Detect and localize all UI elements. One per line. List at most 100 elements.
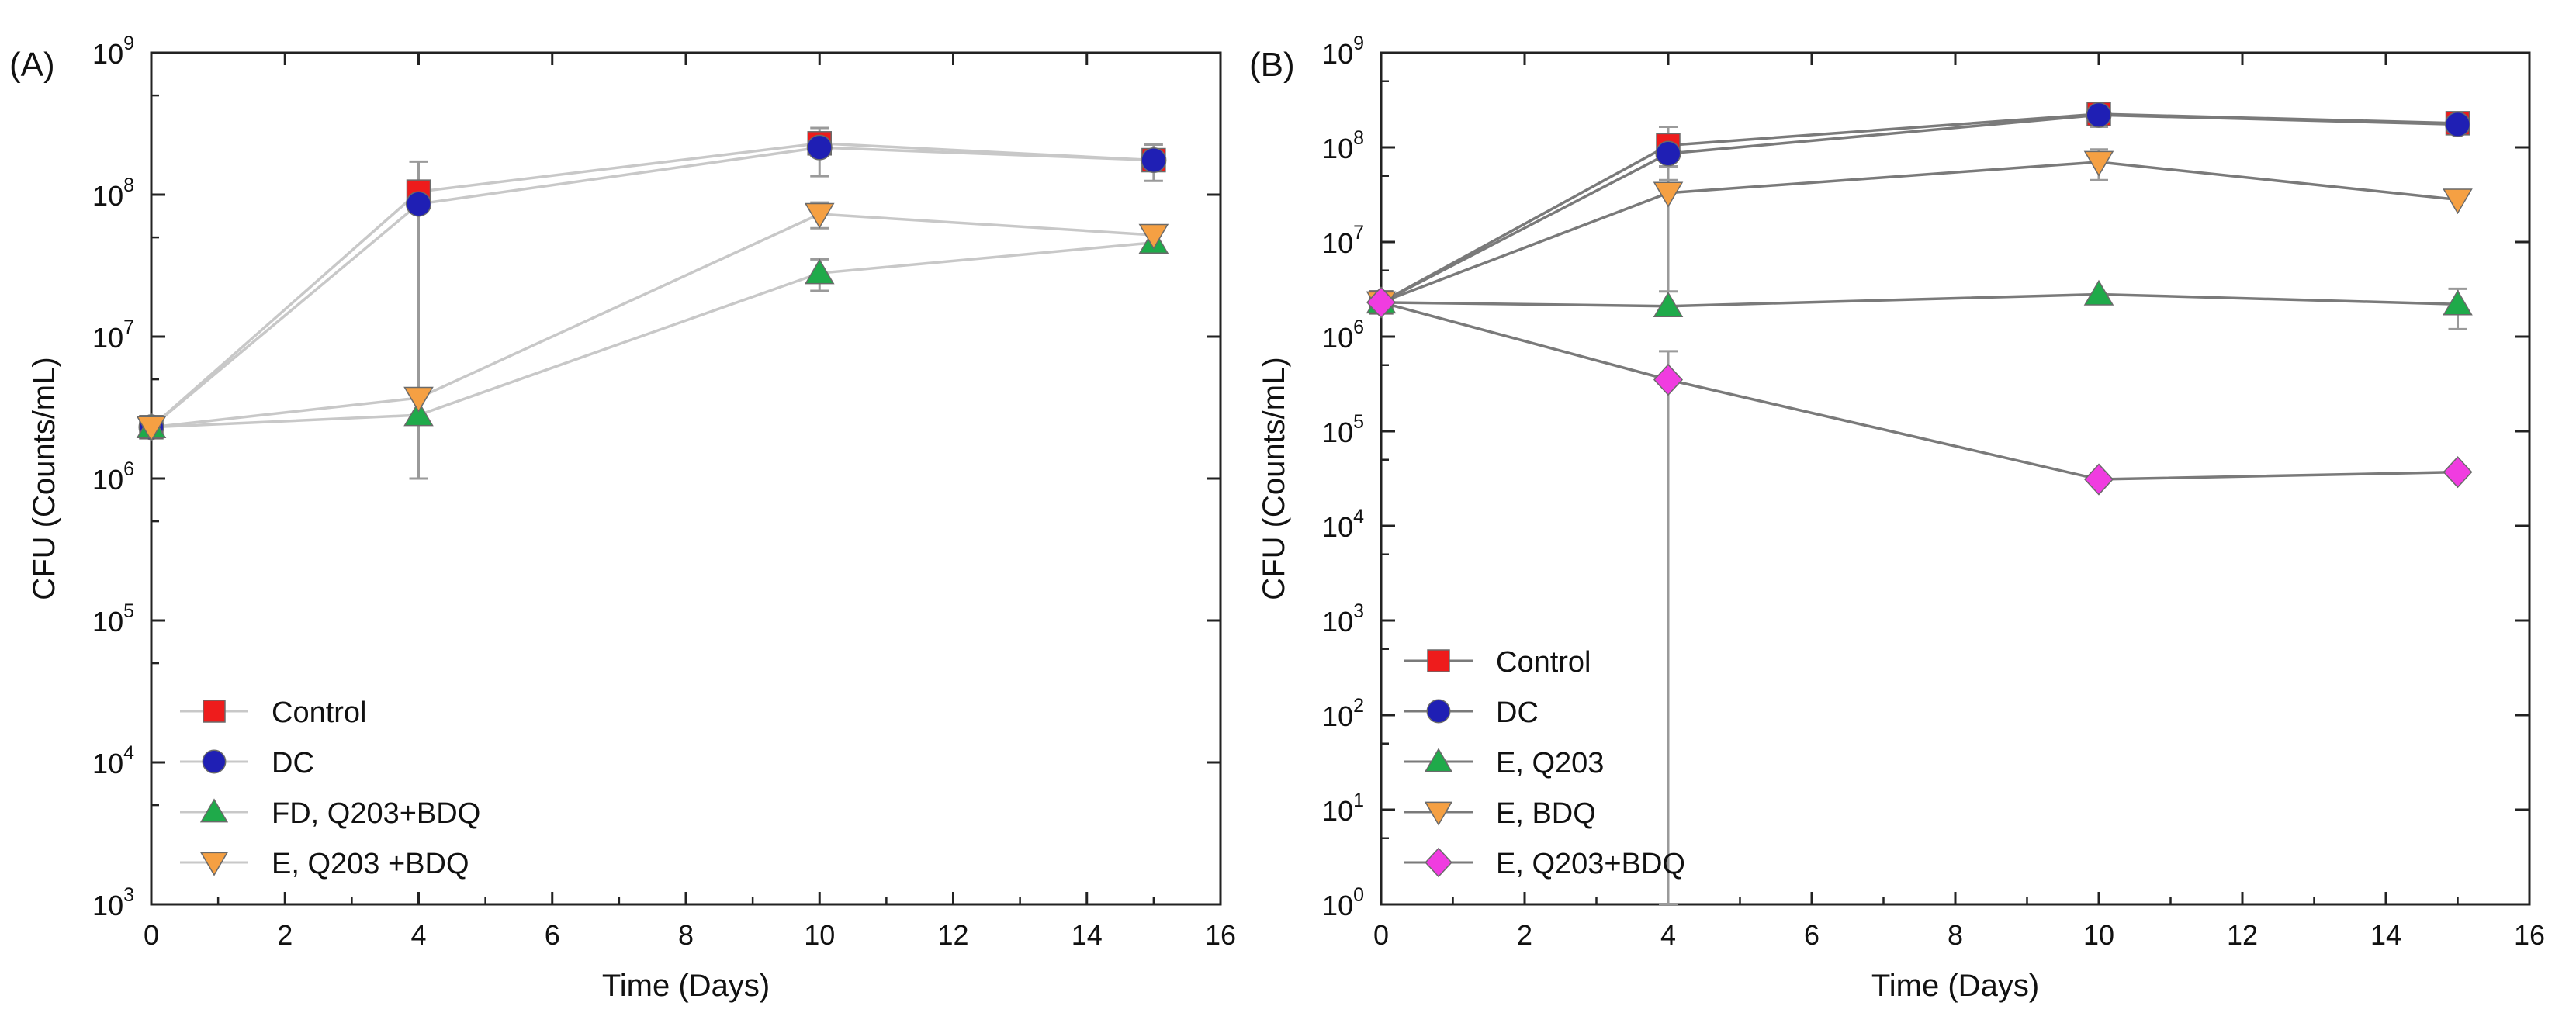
x-tick-label: 16 — [1205, 919, 1236, 951]
series-line-3 — [1380, 161, 2458, 304]
data-point-triangle-down — [1653, 181, 1684, 208]
x-tick-label: 2 — [277, 919, 293, 951]
legend-marker-triangle-up — [199, 798, 229, 823]
x-tick-label: 6 — [1804, 919, 1819, 951]
y-tick-base: 10 — [92, 322, 123, 354]
legend-label: DC — [272, 747, 314, 779]
y-tick-exponent: 3 — [1353, 600, 1364, 622]
y-tick-base: 10 — [92, 38, 123, 70]
x-axis-title: Time (Days) — [602, 969, 770, 1003]
data-point-diamond — [1653, 364, 1684, 396]
y-tick-label: 100 — [1322, 884, 1364, 921]
legend-item: DC — [1404, 696, 1539, 729]
data-point-triangle-up — [804, 258, 835, 285]
y-axis-title: CFU (Counts/mL) — [27, 357, 61, 600]
y-tick-exponent: 9 — [1353, 33, 1364, 54]
y-tick-exponent: 0 — [1353, 884, 1364, 906]
data-point-diamond — [2443, 456, 2473, 489]
legend-label: DC — [1496, 696, 1539, 729]
y-tick-exponent: 6 — [123, 458, 134, 480]
legend-marker-square — [203, 700, 226, 723]
legend-label: E, Q203+BDQ — [1496, 848, 1685, 880]
y-tick-exponent: 4 — [123, 742, 134, 764]
series-line-1 — [1380, 113, 2458, 304]
y-tick-label: 106 — [92, 458, 134, 496]
legend-item: E, Q203+BDQ — [1404, 847, 1685, 880]
x-tick-label: 8 — [1948, 919, 1963, 951]
legend-label: Control — [272, 696, 367, 729]
data-point-diamond — [2083, 463, 2114, 496]
y-tick-label: 103 — [92, 884, 134, 921]
x-tick-label: 14 — [1072, 919, 1103, 951]
series-line-3 — [151, 213, 1154, 429]
x-tick-label: 0 — [1373, 919, 1389, 951]
y-tick-label: 109 — [92, 33, 134, 70]
y-tick-base: 10 — [1322, 511, 1353, 543]
x-axis-title: Time (Days) — [1871, 969, 2039, 1003]
legend-marker-circle — [202, 749, 227, 774]
x-tick-label: 2 — [1517, 919, 1532, 951]
y-axis-title: CFU (Counts/mL) — [1257, 357, 1291, 600]
x-tick-label: 10 — [2083, 919, 2114, 951]
y-tick-label: 104 — [1322, 506, 1364, 543]
legend-marker-circle — [1426, 699, 1451, 724]
chart-panel-b: (B)0 2 4 6 8 10 12 14 16100101102103104105106107… — [1249, 33, 2545, 1003]
y-tick-base: 10 — [1322, 133, 1353, 164]
y-tick-base: 10 — [92, 464, 123, 496]
y-tick-exponent: 5 — [123, 600, 134, 622]
y-tick-label: 102 — [1322, 695, 1364, 732]
series-line-4 — [1380, 301, 2458, 481]
series-line-2 — [1380, 292, 2458, 308]
y-tick-base: 10 — [1322, 890, 1353, 921]
y-tick-label: 106 — [1322, 316, 1364, 354]
y-tick-exponent: 2 — [1353, 695, 1364, 717]
y-tick-base: 10 — [1322, 606, 1353, 638]
legend-item: Control — [1404, 646, 1591, 679]
y-tick-exponent: 6 — [1353, 316, 1364, 338]
y-tick-base: 10 — [1322, 416, 1353, 448]
legend-marker-square — [1427, 649, 1450, 672]
data-point-triangle-up — [2083, 279, 2114, 306]
y-tick-label: 101 — [1322, 790, 1364, 827]
data-point-circle — [1141, 147, 1167, 174]
y-tick-exponent: 7 — [123, 316, 134, 338]
series-line-0 — [1380, 112, 2458, 304]
legend-label: E, BDQ — [1496, 797, 1596, 830]
legend-item: FD, Q203+BDQ — [180, 797, 480, 830]
legend-label: E, Q203 +BDQ — [272, 848, 469, 880]
y-tick-exponent: 9 — [123, 33, 134, 54]
series-line-2 — [151, 240, 1155, 429]
data-point-circle — [806, 134, 833, 161]
data-point-diamond — [1366, 286, 1397, 319]
panel-label: (A) — [9, 46, 55, 84]
y-tick-exponent: 4 — [1353, 506, 1364, 527]
x-tick-label: 12 — [2227, 919, 2258, 951]
x-tick-label: 12 — [937, 919, 968, 951]
y-tick-base: 10 — [1322, 38, 1353, 70]
legend-marker-triangle-down — [199, 852, 229, 876]
x-tick-label: 16 — [2514, 919, 2545, 951]
y-tick-base: 10 — [92, 606, 123, 638]
y-tick-label: 107 — [92, 316, 134, 354]
legend-marker-diamond — [1425, 847, 1452, 878]
x-tick-label: 10 — [804, 919, 835, 951]
x-tick-label: 0 — [144, 919, 159, 951]
y-tick-base: 10 — [1322, 795, 1353, 827]
y-tick-label: 109 — [1322, 33, 1364, 70]
y-tick-base: 10 — [92, 748, 123, 779]
y-tick-exponent: 7 — [1353, 222, 1364, 244]
y-tick-base: 10 — [1322, 227, 1353, 259]
data-point-circle — [2086, 102, 2112, 128]
y-tick-label: 105 — [92, 600, 134, 638]
x-tick-label: 14 — [2370, 919, 2401, 951]
y-tick-base: 10 — [92, 890, 123, 921]
y-tick-exponent: 8 — [123, 175, 134, 196]
legend-item: E, BDQ — [1404, 797, 1596, 830]
y-tick-exponent: 8 — [1353, 127, 1364, 149]
data-point-circle — [2445, 111, 2470, 137]
x-tick-label: 8 — [678, 919, 694, 951]
data-point-triangle-up — [2443, 289, 2473, 316]
data-point-circle — [406, 191, 431, 217]
legend-label: Control — [1496, 646, 1591, 679]
y-tick-base: 10 — [92, 180, 123, 212]
